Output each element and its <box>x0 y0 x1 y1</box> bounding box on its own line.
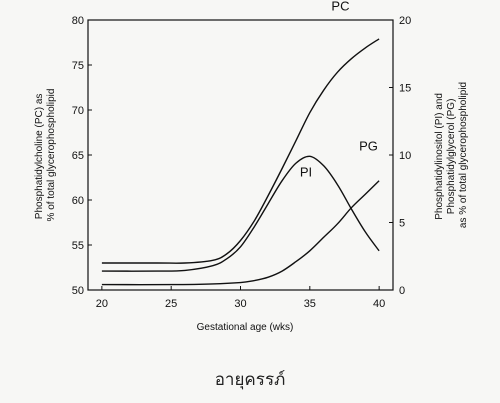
tick-layer: 20 25 30 35 40 50 55 60 65 70 75 80 0 5 10 15 20 <box>72 15 412 310</box>
y-left-tick-label: 55 <box>72 240 84 252</box>
right-axis-title-line-1: Phosphatidylinositol (PI) and <box>434 93 445 220</box>
series-label-pi: PI <box>300 164 312 179</box>
y-left-tick-label: 70 <box>72 105 84 117</box>
y-left-tick-label: 50 <box>72 285 84 297</box>
series-label-pc: PC <box>331 0 349 14</box>
y-right-tick-label: 15 <box>399 83 411 95</box>
x-tick-label: 35 <box>304 298 316 310</box>
caption: อายุครรภ์ <box>214 370 286 390</box>
x-tick-label: 30 <box>234 298 246 310</box>
y-right-tick-label: 0 <box>399 285 405 297</box>
y-left-tick-label: 60 <box>72 195 84 207</box>
x-axis-title: Gestational age (wks) <box>197 322 294 333</box>
series-layer <box>101 38 380 286</box>
right-axis-title-line-2: Phosphatidylglycerol (PG) <box>446 99 457 215</box>
series-line-pi <box>101 155 380 272</box>
left-axis-title: Phosphatidylcholine (PC) as % of total g… <box>34 89 57 222</box>
left-axis-title-line-2: % of total glycerophospholipid <box>46 89 57 222</box>
plot-frame <box>87 19 394 291</box>
series-line-pc <box>101 38 380 264</box>
x-tick-label: 20 <box>96 298 108 310</box>
series-label-pg: PG <box>359 139 378 154</box>
y-right-tick-label: 5 <box>399 218 405 230</box>
y-left-tick-label: 75 <box>72 60 84 72</box>
x-tick-label: 40 <box>373 298 385 310</box>
left-axis-title-line-1: Phosphatidylcholine (PC) as <box>34 94 45 220</box>
right-axis-title-line-3: as % of total glycerophospholipid <box>458 82 469 228</box>
x-tick-label: 25 <box>165 298 177 310</box>
y-right-tick-label: 20 <box>399 15 411 27</box>
series-line-pg <box>101 180 380 286</box>
label-layer: PC PI PG <box>300 0 378 179</box>
y-right-tick-label: 10 <box>399 150 411 162</box>
y-left-tick-label: 80 <box>72 15 84 27</box>
y-left-tick-label: 65 <box>72 150 84 162</box>
right-axis-title: Phosphatidylinositol (PI) and Phosphatid… <box>434 82 469 228</box>
